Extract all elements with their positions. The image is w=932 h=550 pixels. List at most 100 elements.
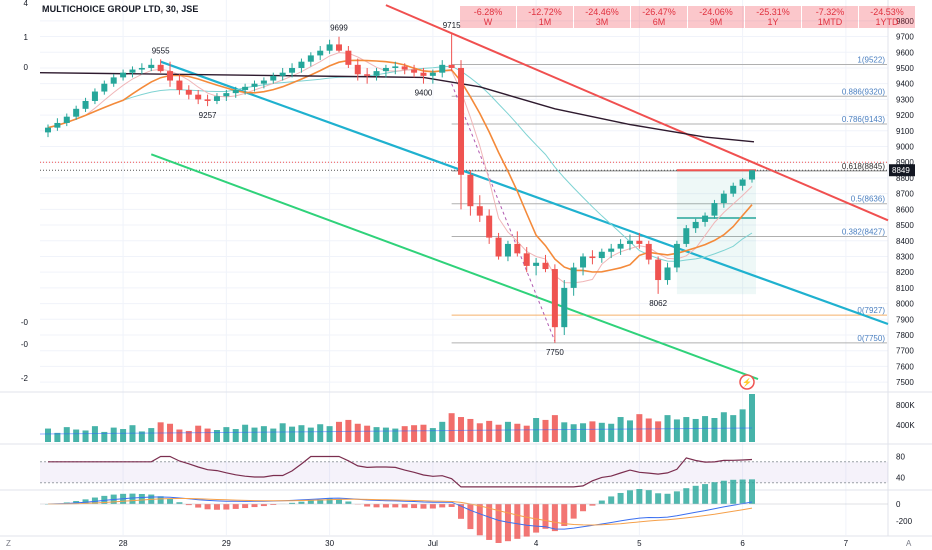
candle-body (373, 71, 380, 76)
volume-bar (317, 424, 324, 442)
volume-bar (251, 427, 258, 442)
perf-cell-w[interactable]: -6.28% W (460, 6, 516, 28)
rsi-tick: 80 (896, 453, 905, 462)
fib-label: 0(7927) (857, 306, 885, 315)
macd-hist (373, 504, 380, 508)
candle-body (185, 89, 192, 95)
volume-bar (495, 424, 502, 442)
macd-hist (382, 504, 389, 508)
macd-hist (617, 492, 624, 504)
macd-hist (270, 504, 277, 505)
perf-cell-1m[interactable]: -12.72% 1M (517, 6, 573, 28)
volume-bar (63, 427, 70, 442)
volume-bar (185, 430, 192, 442)
macd-hist (448, 504, 455, 507)
candle-body (317, 50, 324, 56)
perf-cell-1y[interactable]: -25.31% 1Y (745, 6, 801, 28)
macd-hist (82, 499, 89, 504)
macd-hist (626, 490, 633, 504)
volume-bar (551, 415, 558, 442)
perf-value: -12.72% (528, 7, 562, 17)
price-tick: 8600 (896, 205, 914, 214)
volume-bar (307, 427, 314, 442)
candle-body (420, 72, 427, 76)
candle-body (673, 243, 680, 268)
candle-body (101, 83, 108, 92)
price-tick: 9500 (896, 64, 914, 73)
candle-body (411, 69, 418, 73)
time-axis[interactable]: 282930Jul456710ZA (6, 539, 932, 548)
rsi-tick: 40 (896, 474, 905, 483)
macd-hist (561, 504, 568, 527)
macd-hist (514, 504, 521, 539)
macd-hist (223, 504, 230, 510)
candle-body (570, 267, 577, 288)
macd-hist (749, 479, 755, 504)
volume-bar (420, 424, 427, 442)
price-tick: 7800 (896, 331, 914, 340)
volume-bar (213, 430, 220, 442)
rsi-line (48, 455, 753, 488)
red-trendline (385, 4, 889, 222)
ma-pink (47, 52, 753, 284)
candle-body (476, 206, 483, 216)
macd-hist (401, 504, 408, 508)
price-tick: 8800 (896, 174, 914, 183)
chart-title: MULTICHOICE GROUP LTD, 30, JSE (42, 4, 199, 14)
candle-body (176, 80, 183, 90)
candle-body (448, 64, 455, 68)
volume-bar (392, 428, 399, 442)
macd-tick: 0 (896, 500, 901, 509)
macd-tick: -200 (896, 517, 913, 526)
swing-label: 9715 (443, 21, 461, 30)
candle-body (711, 203, 718, 216)
perf-cell-1mtd[interactable]: -7.32% 1MTD (802, 6, 858, 28)
candle-body (598, 251, 605, 259)
volume-tick: 400K (896, 421, 915, 430)
macd-hist (307, 500, 314, 504)
macd-hist (692, 485, 699, 504)
macd-hist (289, 502, 296, 504)
macd-hist (335, 499, 342, 504)
volume-bar (608, 423, 615, 442)
macd-hist (495, 504, 502, 543)
macd-hist (242, 504, 249, 509)
candle-body (54, 122, 61, 128)
candle-body (91, 91, 98, 101)
perf-value: -24.53% (870, 7, 904, 17)
perf-cell-6m[interactable]: -26.47% 6M (631, 6, 687, 28)
volume-tick: 800K (896, 401, 915, 410)
macd-hist (204, 504, 211, 510)
candle-body (204, 99, 211, 101)
perf-cell-9m[interactable]: -24.06% 9M (688, 6, 744, 28)
volume-bar (711, 418, 718, 442)
candle-body (289, 67, 296, 73)
price-tick: 7700 (896, 347, 914, 356)
volume-bar (683, 417, 690, 442)
volume-bar (279, 423, 286, 442)
perf-period: 1MTD (817, 17, 843, 27)
perf-cell-3m[interactable]: -24.46% 3M (574, 6, 630, 28)
alert-glyph: ⚡ (742, 377, 752, 387)
candle-body (364, 74, 371, 76)
candle-body (580, 256, 587, 268)
volume-bar (720, 412, 727, 442)
price-tick: 9800 (896, 17, 914, 26)
macd-hist (176, 502, 183, 504)
volume-bar (354, 423, 361, 442)
price-axis[interactable]: 7500 7600 7700 7800 7900 8000 8100 8200 8300 8400… (21, 0, 915, 387)
macd-line (47, 496, 753, 530)
auto-scale-icon: A (906, 539, 912, 548)
macd-hist (167, 498, 174, 504)
price-tick: 9600 (896, 48, 914, 57)
time-tick: 4 (534, 539, 539, 548)
price-tick: 8700 (896, 190, 914, 199)
macd-hist (730, 479, 737, 504)
candle-body (467, 174, 474, 207)
perf-cell-1ytd[interactable]: -24.53% 1YTD (859, 6, 915, 28)
volume-bar (54, 432, 61, 442)
macd-hist (476, 504, 483, 536)
macd-hist (467, 504, 474, 530)
macd-pane: 0 -200 (40, 479, 913, 543)
candle-body (683, 228, 690, 244)
